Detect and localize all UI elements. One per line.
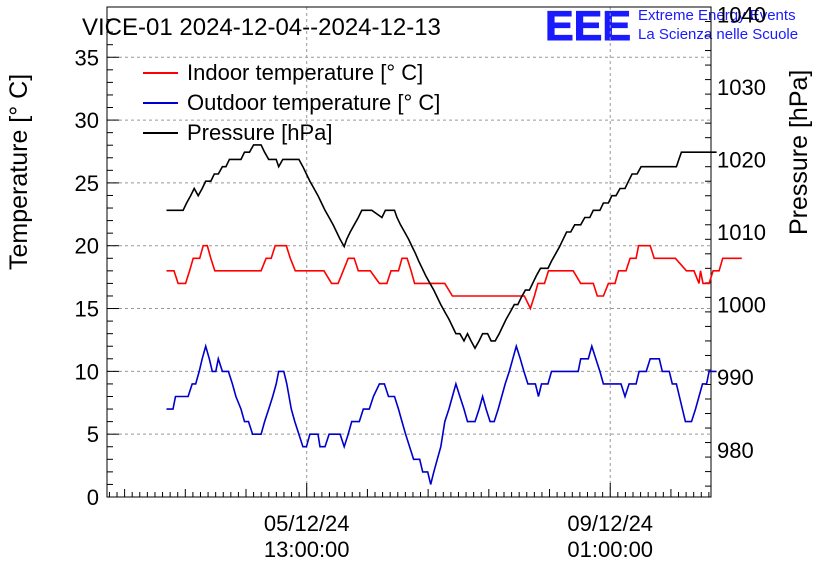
legend: Indoor temperature [° C] Outdoor tempera…	[143, 60, 440, 145]
axes	[106, 6, 712, 498]
chart-title: VICE-01 2024-12-04--2024-12-13	[82, 14, 441, 41]
legend-label-indoor: Indoor temperature [° C]	[187, 60, 423, 85]
x-tick-date-label: 09/12/24	[567, 511, 653, 536]
x-tick-time-label: 13:00:00	[264, 537, 350, 562]
logo-line2: La Scienza nelle Scuole	[638, 26, 798, 43]
pressure-line	[166, 144, 717, 350]
y-left-tick-label: 0	[87, 485, 99, 510]
y-right-tick-label: 990	[717, 365, 754, 390]
y-left-tick-label: 10	[75, 359, 99, 384]
x-tick-time-label: 01:00:00	[567, 537, 653, 562]
y-right-tick-label: 1030	[717, 75, 766, 100]
plot-frame	[106, 6, 712, 498]
logo-mark: EEE	[545, 2, 631, 49]
y-left-tick-label: 35	[75, 45, 99, 70]
logo-line1: Extreme Energy Events	[638, 7, 796, 24]
y-left-tick-label: 30	[75, 108, 99, 133]
x-tick-date-label: 05/12/24	[264, 511, 350, 536]
tick-labels: 0 5 10 15 20 25 30 35 980 990 1000 1010 1020 1030 1040…	[75, 2, 766, 562]
y-left-tick-label: 20	[75, 234, 99, 259]
indoor-temperature-line	[166, 244, 742, 311]
y-right-tick-label: 1000	[717, 293, 766, 318]
series-layer	[166, 144, 742, 485]
legend-label-pressure: Pressure [hPa]	[187, 120, 333, 145]
y-right-tick-label: 1040	[717, 2, 766, 27]
y-left-tick-label: 5	[87, 422, 99, 447]
legend-label-outdoor: Outdoor temperature [° C]	[187, 90, 440, 115]
outdoor-temperature-line	[166, 343, 717, 485]
y-right-tick-label: 1020	[717, 147, 766, 172]
y-right-tick-label: 1010	[717, 220, 766, 245]
y-right-tick-label: 980	[717, 438, 754, 463]
eee-logo: EEE Extreme Energy Events La Scienza nel…	[545, 2, 799, 50]
grid	[107, 7, 711, 497]
y-left-tick-label: 25	[75, 171, 99, 196]
y-left-tick-label: 15	[75, 297, 99, 322]
y-axis-right-label: Pressure [hPa]	[785, 70, 813, 235]
y-axis-left-label: Temperature [° C]	[5, 74, 33, 270]
